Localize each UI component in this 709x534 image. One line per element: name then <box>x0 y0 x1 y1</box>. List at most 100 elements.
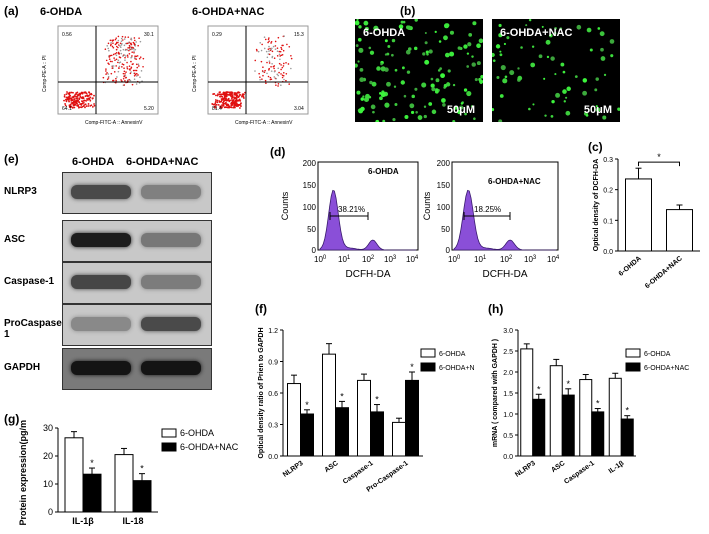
flow-dots-right <box>211 35 293 109</box>
histogram-xlabel-right: DCFH-DA <box>483 269 528 280</box>
significance-mark: * <box>340 391 344 401</box>
flow-q2-right: 15.3 <box>294 32 304 38</box>
histogram-title-right: 6-OHDA+NAC <box>488 177 541 186</box>
significance-mark: * <box>410 362 414 372</box>
svg-text:104: 104 <box>547 255 560 264</box>
ytick-label: 1.0 <box>503 412 513 419</box>
blot-band-row-4 <box>62 348 212 390</box>
svg-text:103: 103 <box>384 255 397 264</box>
bar <box>561 394 575 457</box>
blot-band-row-2 <box>62 262 212 304</box>
flow-plot-left: 0.56 30.1 64.1 5.20 Comp-PE-A :: PI Comp… <box>42 25 159 126</box>
blot-band-0-0 <box>71 185 131 199</box>
ytick-label: 0.3 <box>268 423 278 430</box>
flow-ylabel-left: Comp-PE-A :: PI <box>42 55 48 92</box>
histo-ytick-right-3: 150 <box>437 181 451 190</box>
fluorescence-image-right: 6-OHDA+NAC 50μM <box>492 19 620 122</box>
legend-label: 6-OHDA+NAC <box>180 442 239 452</box>
ytick-label: 0 <box>48 507 53 517</box>
fluorescence-image-left: 6-OHDA 50μM <box>355 19 483 122</box>
x-category-label: Caspase-1 <box>563 460 596 486</box>
bar <box>82 473 102 513</box>
panel-label-g: (g) <box>4 412 20 426</box>
x-category-label: IL-1β <box>72 516 94 526</box>
blot-band-1-0 <box>71 233 131 247</box>
ytick-label: 2.0 <box>503 370 513 377</box>
blot-label-0: NLRP3 <box>4 186 37 197</box>
histogram-right: 6-OHDA+NAC 18.25% 0 50 100 150 200 100 1… <box>422 159 560 280</box>
flow-q1-right: 0.29 <box>212 32 222 38</box>
bar <box>620 418 634 457</box>
legend-swatch <box>420 362 436 372</box>
histo-ytick-left-1: 50 <box>307 225 316 234</box>
svg-text:102: 102 <box>500 255 513 264</box>
bar <box>591 411 605 457</box>
flow-q2-left: 30.1 <box>144 32 154 38</box>
blot-band-3-1 <box>141 317 201 331</box>
svg-text:100: 100 <box>314 255 327 264</box>
histo-xticks-right: 100 101 102 103 104 <box>448 255 560 264</box>
ytick-label: 1.2 <box>268 328 278 335</box>
significance-mark: * <box>657 152 661 162</box>
panel-label-h: (h) <box>488 302 504 316</box>
legend-label: 6-OHDA+N <box>439 365 475 372</box>
blot-band-3-0 <box>71 317 131 331</box>
x-category-label: IL-18 <box>122 516 143 526</box>
flow-xlabel-left: Comp-FITC-A :: AnnexinV <box>85 120 143 126</box>
scale-bar-label-left: 50μM <box>446 104 475 116</box>
svg-text:103: 103 <box>524 255 537 264</box>
ytick-label: 10 <box>43 479 53 489</box>
legend-label: 6-OHDA <box>180 428 214 438</box>
histo-ytick-right-1: 50 <box>441 225 450 234</box>
legend-label: 6-OHDA <box>644 351 671 358</box>
fluorescence-label-left: 6-OHDA <box>363 27 406 39</box>
bar <box>549 365 563 457</box>
histo-ytick-left-2: 100 <box>303 203 317 212</box>
flow-q1-left: 0.56 <box>62 32 72 38</box>
blot-band-row-3 <box>62 304 212 346</box>
panel-label-c: (c) <box>588 140 603 154</box>
flow-q3-left: 64.1 <box>62 106 72 112</box>
legend-swatch <box>161 442 177 452</box>
x-category-label: NLRP3 <box>282 460 305 479</box>
ytick-label: 0.2 <box>603 188 613 195</box>
histo-ytick-right-4: 200 <box>437 159 451 168</box>
histogram-gate-right: 18.25% <box>474 205 501 214</box>
blot-band-1-1 <box>141 233 201 247</box>
flow-q4-left: 5.20 <box>144 106 154 112</box>
ytick-label: 0.9 <box>268 360 278 367</box>
ytick-label: 2.5 <box>503 349 513 356</box>
flow-xlabel-right: Comp-FITC-A :: AnnexinV <box>235 120 293 126</box>
blot-label-4: GAPDH <box>4 362 41 373</box>
histo-ytick-left-3: 150 <box>303 181 317 190</box>
x-category-label: ASC <box>324 460 340 474</box>
bar <box>370 411 384 457</box>
histo-ytick-right-0: 0 <box>446 246 451 255</box>
bar <box>392 421 406 457</box>
y-axis-label: Optical density of DCFH-DA <box>593 159 600 252</box>
ytick-label: 0.3 <box>603 157 613 164</box>
legend-swatch <box>625 362 641 372</box>
histogram-xlabel-left: DCFH-DA <box>346 269 391 280</box>
flow-ylabel-right: Comp-PE-A :: PI <box>192 55 198 92</box>
histogram-ylabel-right: Counts <box>422 191 432 220</box>
ytick-label: 0.6 <box>268 391 278 398</box>
x-category-label: 6-OHDA+NAC <box>644 255 684 290</box>
histo-ytick-right-2: 100 <box>437 203 451 212</box>
panel-label-f: (f) <box>255 302 267 316</box>
blot-band-2-0 <box>71 275 131 289</box>
y-axis-label: Protein expression(pg/ml) <box>18 420 28 526</box>
bar-chart-h: 0.0 0.5 1.0 1.5 2.0 2.5 3.0 mRNA ( compared wit… <box>492 328 689 486</box>
ytick-label: 0.5 <box>503 433 513 440</box>
blot-band-row-0 <box>62 172 212 214</box>
blot-header-right: 6-OHDA+NAC <box>126 156 199 168</box>
svg-text:101: 101 <box>474 255 487 264</box>
histogram-gate-left: 38.21% <box>338 205 365 214</box>
histogram-ylabel-left: Counts <box>280 191 290 220</box>
blot-label-1: ASC <box>4 234 26 245</box>
bar <box>666 209 693 252</box>
ytick-label: 0.0 <box>503 454 513 461</box>
flow-q3-right: 81.4 <box>212 106 222 112</box>
